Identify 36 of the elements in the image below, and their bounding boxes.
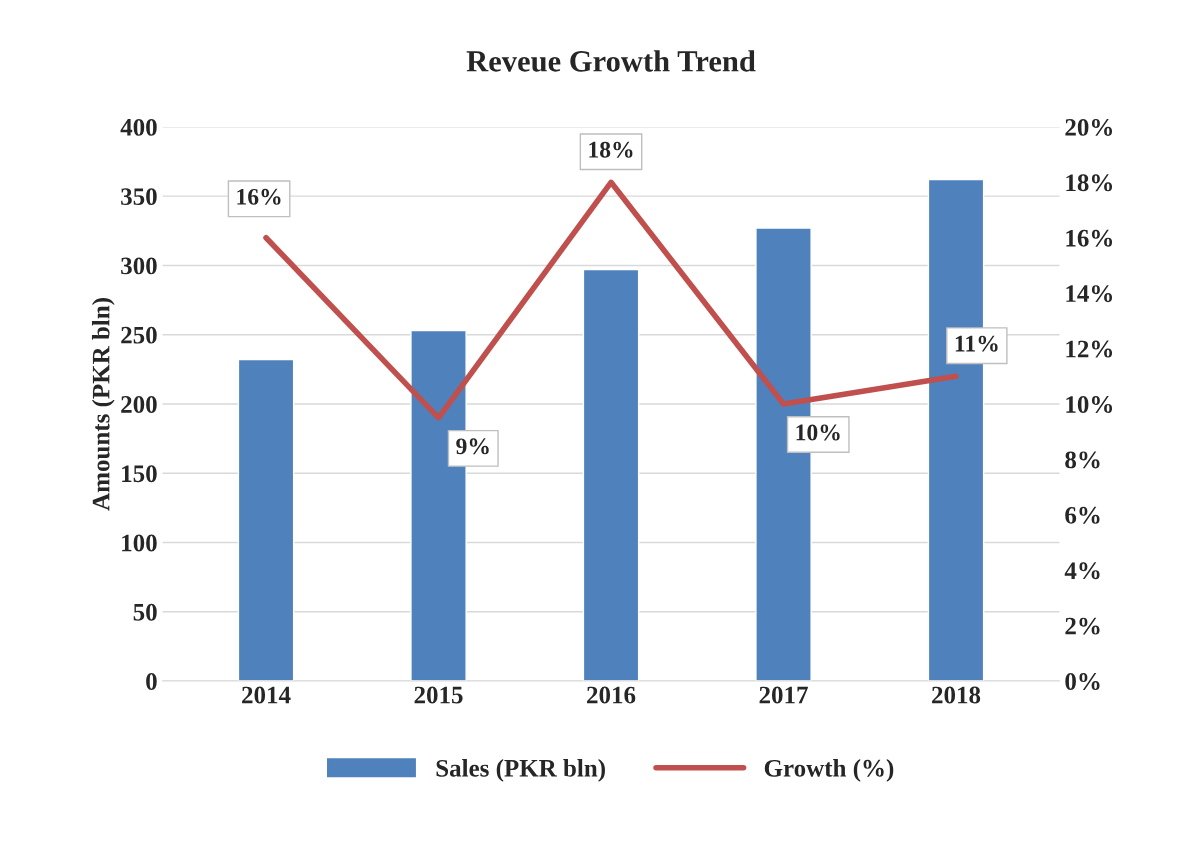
y-tick-label: 100	[122, 534, 157, 552]
x-tick-label: 2015	[414, 686, 463, 704]
chart-title: Reveue Growth Trend	[466, 50, 756, 72]
x-tick-label: 2018	[932, 686, 981, 704]
legend-label: Growth (%)	[764, 759, 894, 782]
data-label: 18%	[589, 141, 633, 158]
y-tick-label: 350	[121, 188, 157, 206]
legend-label: Sales (PKR bln)	[436, 759, 605, 782]
y-axis-title: Amounts (PKR bln)	[91, 298, 115, 511]
x-tick-label: 2016	[587, 686, 636, 704]
x-tick-label: 2014	[242, 686, 291, 704]
y-tick-label: 50	[133, 603, 157, 621]
y-tick-label: 150	[122, 465, 157, 483]
data-label: 16%	[237, 188, 281, 205]
data-label: 11%	[955, 335, 998, 352]
y2-tick-label: 2%	[1065, 617, 1100, 635]
y-tick-label: 200	[121, 396, 157, 413]
y2-tick-label: 12%	[1066, 340, 1113, 358]
y2-tick-label: 10%	[1066, 396, 1113, 413]
y2-tick-label: 4%	[1064, 562, 1100, 580]
y2-tick-label: 0%	[1065, 673, 1100, 691]
y-tick-label: 400	[120, 118, 157, 136]
data-label: 10%	[796, 424, 840, 441]
y-tick-label: 300	[121, 257, 157, 275]
bar	[237, 358, 295, 682]
y2-tick-label: 14%	[1066, 285, 1113, 303]
y2-tick-label: 20%	[1065, 118, 1113, 136]
y-tick-label: 250	[121, 326, 157, 344]
y-tick-label: 0	[146, 673, 157, 690]
data-label: 9%	[456, 438, 489, 455]
y2-tick-label: 16%	[1066, 229, 1113, 247]
bar	[582, 268, 640, 682]
y2-tick-label: 6%	[1065, 506, 1100, 524]
y2-tick-label: 18%	[1066, 174, 1113, 192]
y2-tick-label: 8%	[1065, 451, 1100, 469]
x-tick-label: 2017	[759, 686, 808, 704]
